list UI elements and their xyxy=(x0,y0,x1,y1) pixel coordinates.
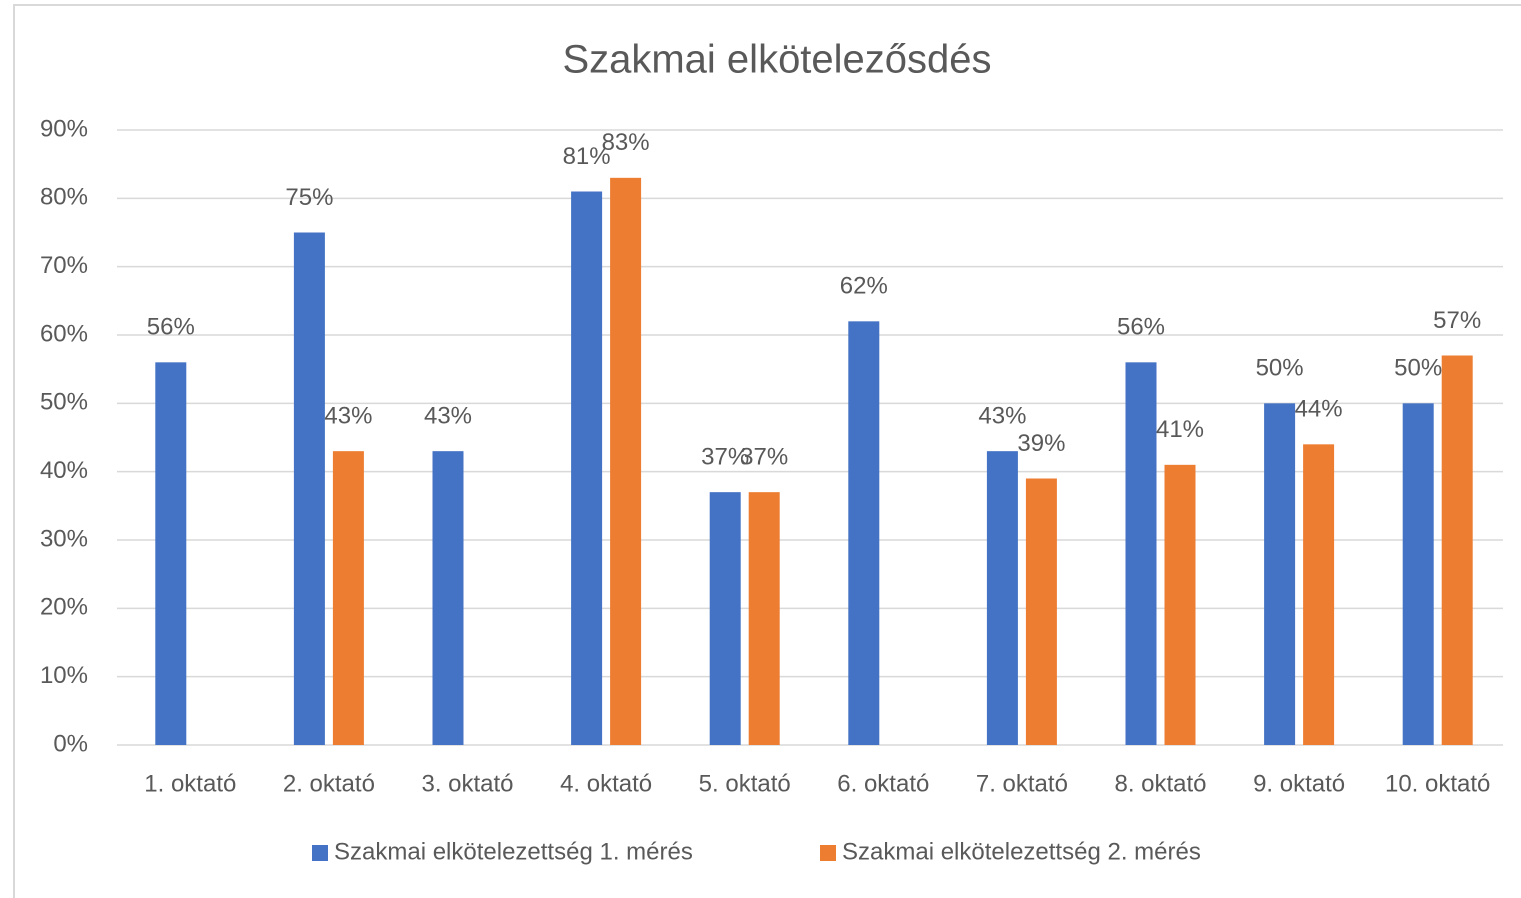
bar xyxy=(709,492,741,745)
bar xyxy=(848,321,880,745)
data-label: 75% xyxy=(285,184,333,211)
y-tick-label: 80% xyxy=(40,184,88,211)
bar xyxy=(748,492,780,745)
data-label: 50% xyxy=(1394,355,1442,382)
data-label: 37% xyxy=(701,444,749,471)
bar xyxy=(1025,478,1057,745)
bar xyxy=(432,451,464,745)
data-label: 43% xyxy=(424,403,472,430)
y-tick-label: 0% xyxy=(53,730,88,757)
data-label: 44% xyxy=(1295,396,1343,423)
y-tick-label: 90% xyxy=(40,115,88,142)
y-tick-label: 60% xyxy=(40,320,88,347)
legend-swatch xyxy=(820,845,836,861)
bar xyxy=(1441,355,1473,745)
data-label: 39% xyxy=(1017,430,1065,457)
data-label: 57% xyxy=(1433,307,1481,334)
x-tick-label: 1. oktató xyxy=(144,770,236,797)
chart-title: Szakmai elkötelezősdés xyxy=(562,38,991,82)
data-label: 43% xyxy=(978,403,1026,430)
bar xyxy=(610,177,642,746)
y-tick-label: 30% xyxy=(40,525,88,552)
y-tick-label: 70% xyxy=(40,252,88,279)
data-label: 81% xyxy=(563,143,611,170)
legend-label: Szakmai elkötelezettség 1. mérés xyxy=(334,838,693,865)
bar xyxy=(571,191,603,745)
bar xyxy=(1264,403,1296,745)
y-tick-label: 10% xyxy=(40,662,88,689)
bar xyxy=(1125,362,1157,745)
bar xyxy=(1402,403,1434,745)
x-tick-label: 10. oktató xyxy=(1385,770,1490,797)
x-tick-label: 7. oktató xyxy=(976,770,1068,797)
data-label: 43% xyxy=(324,403,372,430)
x-tick-label: 9. oktató xyxy=(1253,770,1345,797)
bar xyxy=(1164,464,1196,745)
legend-label: Szakmai elkötelezettség 2. mérés xyxy=(842,838,1201,865)
data-label: 62% xyxy=(840,273,888,300)
chart-frame xyxy=(13,4,1521,898)
x-tick-label: 6. oktató xyxy=(837,770,929,797)
y-tick-label: 40% xyxy=(40,457,88,484)
legend-swatch xyxy=(312,845,328,861)
x-tick-label: 5. oktató xyxy=(699,770,791,797)
data-label: 37% xyxy=(740,444,788,471)
bar xyxy=(1303,444,1335,745)
x-tick-label: 4. oktató xyxy=(560,770,652,797)
bar xyxy=(986,451,1018,745)
x-tick-label: 2. oktató xyxy=(283,770,375,797)
data-label: 56% xyxy=(1117,314,1165,341)
x-tick-label: 8. oktató xyxy=(1114,770,1206,797)
data-label: 83% xyxy=(602,129,650,156)
y-tick-label: 50% xyxy=(40,389,88,416)
bar xyxy=(332,451,364,745)
y-tick-label: 20% xyxy=(40,594,88,621)
data-label: 56% xyxy=(147,314,195,341)
data-label: 50% xyxy=(1256,355,1304,382)
bar xyxy=(293,232,325,745)
data-label: 41% xyxy=(1156,416,1204,443)
bar xyxy=(155,362,187,745)
x-tick-label: 3. oktató xyxy=(421,770,513,797)
